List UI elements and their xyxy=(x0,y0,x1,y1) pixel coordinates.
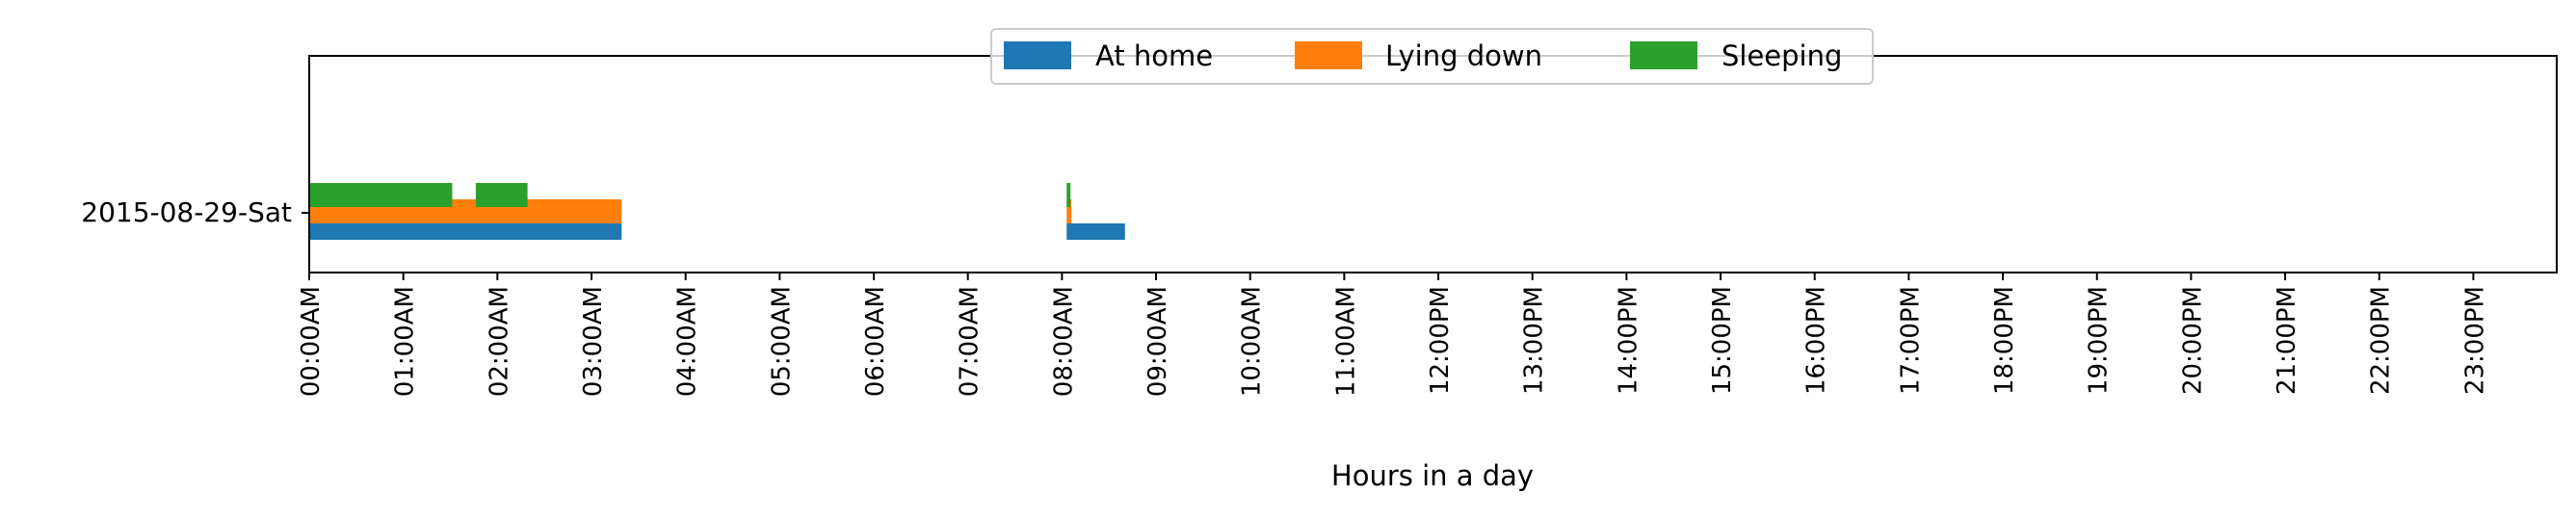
x-tick-label: 09:00AM xyxy=(1143,286,1172,397)
x-tick-label: 18:00PM xyxy=(1990,286,2019,395)
x-axis-ticks: 00:00AM 01:00AM 02:00AM 03:00AM 04:00AM 05:00… xyxy=(297,273,2489,397)
legend-swatch xyxy=(1004,41,1071,69)
x-tick-label: 10:00AM xyxy=(1238,286,1267,397)
bar-sleeping-2 xyxy=(1066,183,1071,207)
x-tick-label: 19:00PM xyxy=(2085,286,2114,395)
y-tick-label: 2015-08-29-Sat xyxy=(81,196,292,228)
x-axis-label: Hours in a day xyxy=(1331,459,1534,492)
bar-lying-down-1 xyxy=(1066,199,1072,223)
x-tick-label: 01:00AM xyxy=(391,286,420,397)
bar-at-home-1 xyxy=(1066,223,1125,240)
x-tick-label: 22:00PM xyxy=(2367,286,2396,395)
legend-swatch xyxy=(1630,41,1697,69)
x-tick-label: 17:00PM xyxy=(1896,286,1925,395)
legend-label: Sleeping xyxy=(1722,39,1842,72)
x-tick-label: 23:00PM xyxy=(2460,286,2489,395)
x-tick-label: 06:00AM xyxy=(861,286,890,397)
bar-sleeping-1 xyxy=(475,183,528,207)
legend-label: Lying down xyxy=(1385,39,1542,72)
x-tick-label: 12:00PM xyxy=(1426,286,1455,395)
x-tick-label: 20:00PM xyxy=(2178,286,2207,395)
x-tick-label: 08:00AM xyxy=(1049,286,1078,397)
x-tick-label: 21:00PM xyxy=(2273,286,2301,395)
legend-swatch xyxy=(1295,41,1362,69)
legend-label: At home xyxy=(1095,39,1213,72)
x-tick-label: 07:00AM xyxy=(956,286,985,397)
bar-at-home-0 xyxy=(309,223,622,240)
x-tick-label: 13:00PM xyxy=(1520,286,1549,395)
x-tick-label: 04:00AM xyxy=(673,286,702,397)
x-tick-label: 02:00AM xyxy=(485,286,513,397)
plot-area xyxy=(309,56,2557,273)
bars-layer xyxy=(309,183,1125,240)
y-axis-ticks: 2015-08-29-Sat xyxy=(81,196,309,228)
legend: At home Lying down Sleeping xyxy=(990,28,1874,85)
x-tick-label: 11:00AM xyxy=(1331,286,1360,397)
x-tick-label: 15:00PM xyxy=(1708,286,1737,395)
x-tick-label: 00:00AM xyxy=(297,286,326,397)
bar-sleeping-0 xyxy=(309,183,453,207)
x-tick-label: 05:00AM xyxy=(767,286,796,397)
x-tick-label: 16:00PM xyxy=(1802,286,1831,395)
x-tick-label: 03:00AM xyxy=(579,286,608,397)
x-tick-label: 14:00PM xyxy=(1614,286,1643,395)
